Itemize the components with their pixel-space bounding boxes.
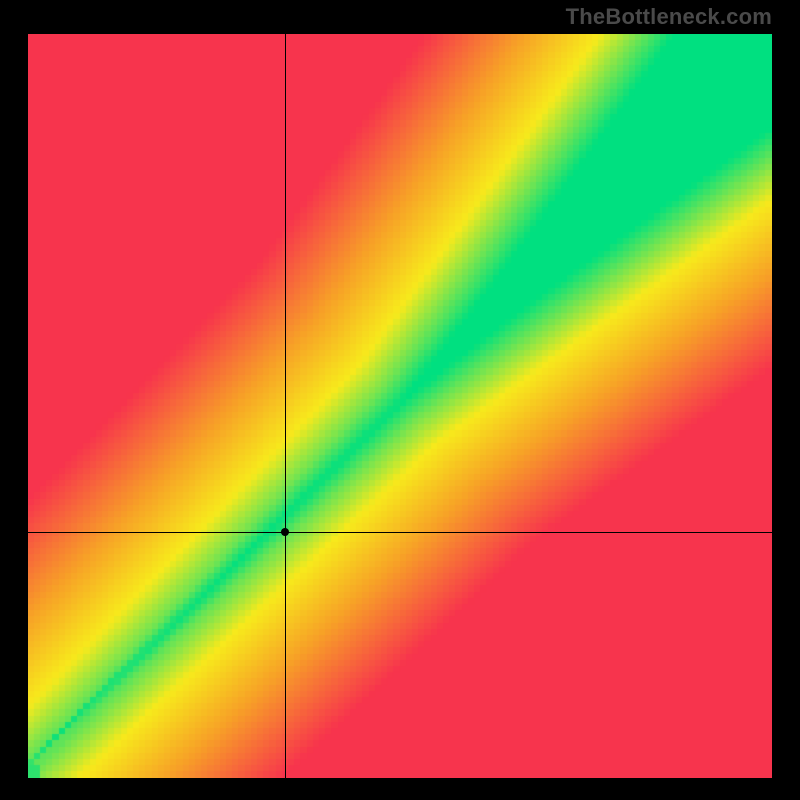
plot-area (28, 34, 772, 778)
bottleneck-heatmap (28, 34, 772, 778)
attribution-text: TheBottleneck.com (566, 4, 772, 30)
figure-root: TheBottleneck.com (0, 0, 800, 800)
